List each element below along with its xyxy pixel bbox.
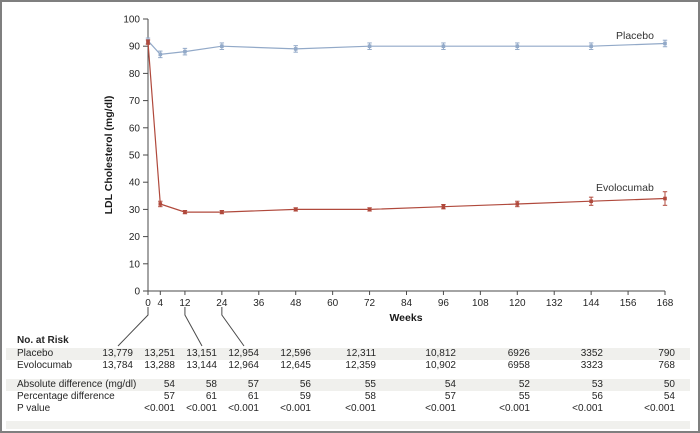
svg-text:40: 40 [129,178,141,189]
svg-text:72: 72 [364,298,376,309]
stats-row-absolute-difference-band [6,379,690,391]
stats-row-percentage-difference-label: Percentage difference [17,391,115,402]
risk-row-placebo-cell: 6926 [507,348,530,359]
risk-row-evolocumab-cell: 13,784 [102,360,133,371]
trailing-band [6,421,690,429]
risk-row-evolocumab-cell: 768 [658,360,675,371]
placebo-series-label: Placebo [616,30,654,42]
risk-header-label: No. at Risk [17,335,69,346]
stats-row-percentage-difference-cell: 56 [591,391,603,402]
stats-row-absolute-difference-cell: 53 [591,379,603,390]
risk-row-placebo-cell: 12,954 [228,348,259,359]
risk-row-placebo-label: Placebo [17,348,54,359]
risk-row-evolocumab-label: Evolocumab [17,360,73,371]
svg-text:12: 12 [179,298,191,309]
svg-text:132: 132 [546,298,563,309]
stats-row-p-value-label: P value [17,403,51,414]
stats-row-p-value-cell: <0.001 [186,403,217,414]
stats-row-absolute-difference-cell: 52 [518,379,530,390]
y-axis-title: LDL Cholesterol (mg/dl) [103,96,115,215]
stats-row-percentage-difference-cell: 61 [205,391,217,402]
risk-row-evolocumab-cell: 12,964 [228,360,259,371]
svg-text:84: 84 [401,298,413,309]
svg-text:0: 0 [134,287,140,298]
svg-text:50: 50 [129,151,141,162]
stats-row-percentage-difference-cell: 54 [663,391,675,402]
svg-text:70: 70 [129,96,141,107]
risk-row-evolocumab-cell: 3323 [580,360,603,371]
risk-row-evolocumab-cell: 13,288 [144,360,175,371]
stats-row-percentage-difference-cell: 61 [247,391,259,402]
risk-row-placebo-cell: 10,812 [425,348,456,359]
svg-text:20: 20 [129,232,141,243]
risk-row-evolocumab-cell: 10,902 [425,360,456,371]
stats-row-percentage-difference-cell: 59 [299,391,311,402]
svg-text:108: 108 [472,298,489,309]
stats-row-p-value-cell: <0.001 [499,403,530,414]
svg-text:10: 10 [129,259,141,270]
stats-row-p-value-cell: <0.001 [280,403,311,414]
stats-row-absolute-difference-cell: 54 [163,379,175,390]
stats-row-p-value-cell: <0.001 [228,403,259,414]
svg-text:0: 0 [145,298,151,309]
risk-row-placebo-cell: 13,151 [186,348,217,359]
stats-row-p-value-cell: <0.001 [644,403,675,414]
stats-row-percentage-difference-cell: 57 [444,391,456,402]
svg-text:30: 30 [129,205,141,216]
stats-row-absolute-difference-cell: 56 [299,379,311,390]
risk-row-evolocumab-cell: 13,144 [186,360,217,371]
svg-text:90: 90 [129,42,141,53]
svg-text:144: 144 [583,298,600,309]
svg-text:168: 168 [657,298,674,309]
svg-text:60: 60 [129,123,141,134]
stats-row-absolute-difference-cell: 55 [364,379,376,390]
svg-text:80: 80 [129,69,141,80]
stats-row-p-value-cell: <0.001 [345,403,376,414]
svg-text:48: 48 [290,298,302,309]
risk-row-placebo-band [6,348,690,360]
risk-row-evolocumab-cell: 12,359 [345,360,376,371]
stats-row-absolute-difference-cell: 58 [205,379,217,390]
stats-row-absolute-difference-cell: 57 [247,379,259,390]
svg-text:4: 4 [158,298,164,309]
stats-row-absolute-difference-cell: 50 [663,379,675,390]
risk-row-evolocumab-cell: 6958 [507,360,530,371]
risk-row-placebo-cell: 13,779 [102,348,133,359]
svg-text:36: 36 [253,298,265,309]
svg-text:156: 156 [620,298,637,309]
evolocumab-series-label: Evolocumab [596,182,654,194]
stats-row-absolute-difference-label: Absolute difference (mg/dl) [17,379,137,390]
svg-text:120: 120 [509,298,526,309]
x-axis-title: Weeks [389,312,422,324]
risk-row-placebo-cell: 12,311 [346,348,376,359]
risk-row-placebo-cell: 790 [658,348,675,359]
risk-row-placebo-cell: 12,596 [280,348,311,359]
svg-text:96: 96 [438,298,450,309]
svg-text:60: 60 [327,298,339,309]
risk-row-placebo-cell: 3352 [580,348,603,359]
risk-row-evolocumab-cell: 12,645 [280,360,311,371]
stats-row-p-value-cell: <0.001 [425,403,456,414]
svg-text:100: 100 [123,15,140,26]
stats-row-p-value-cell: <0.001 [144,403,175,414]
risk-row-placebo-cell: 13,251 [144,348,175,359]
stats-row-percentage-difference-cell: 55 [518,391,530,402]
stats-row-p-value-cell: <0.001 [572,403,603,414]
stats-row-percentage-difference-cell: 57 [163,391,175,402]
stats-row-percentage-difference-cell: 58 [364,391,376,402]
stats-row-absolute-difference-cell: 54 [444,379,456,390]
svg-text:24: 24 [216,298,228,309]
